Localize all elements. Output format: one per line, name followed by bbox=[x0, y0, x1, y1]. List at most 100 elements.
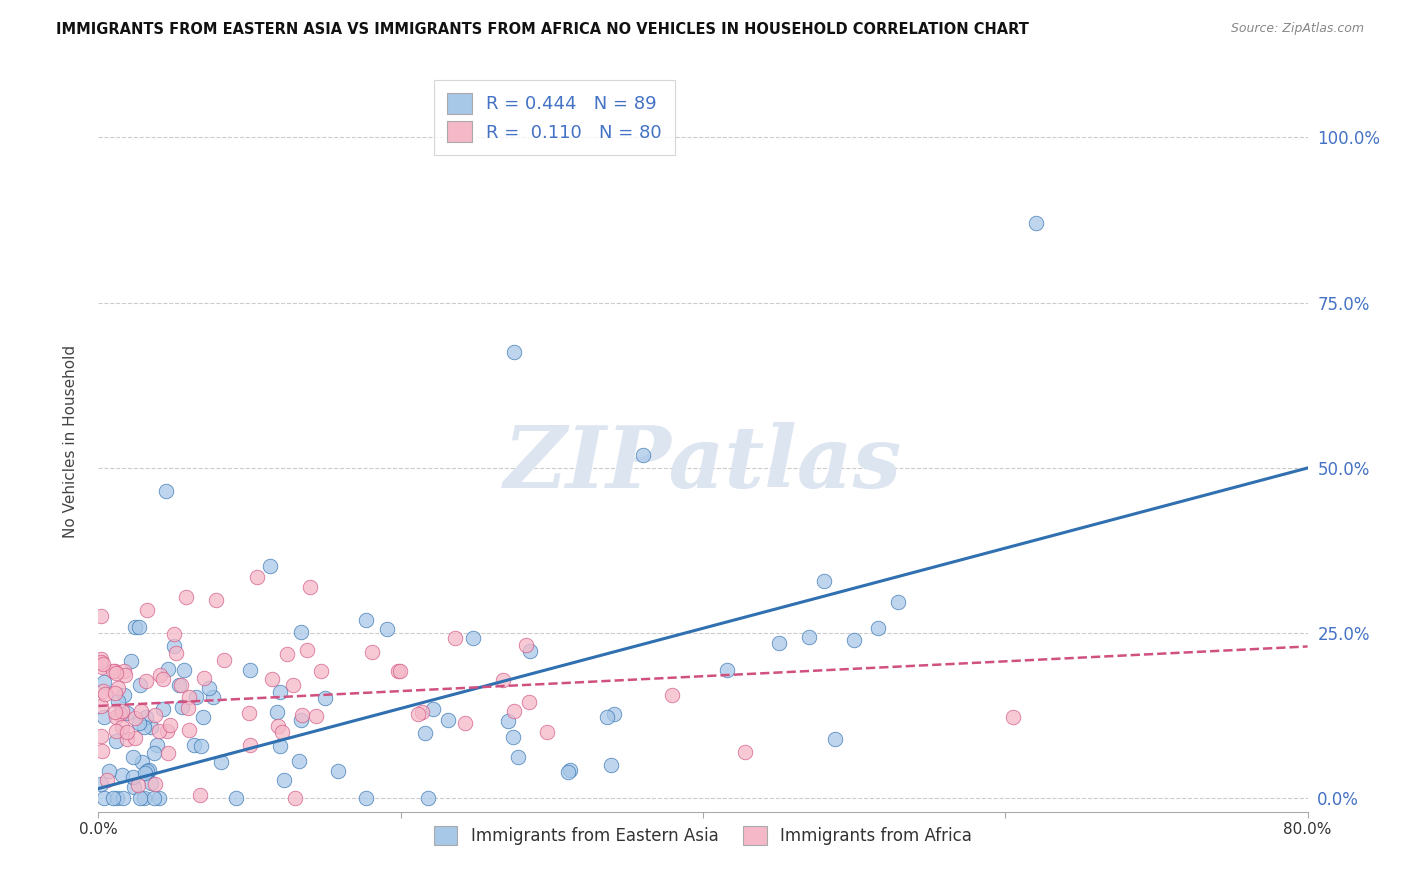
Point bbox=[444, 631, 467, 645]
Point bbox=[121, 749, 143, 764]
Point bbox=[131, 755, 153, 769]
Point bbox=[238, 706, 260, 720]
Point bbox=[198, 681, 221, 695]
Point bbox=[603, 706, 626, 721]
Point bbox=[149, 667, 172, 681]
Point bbox=[139, 776, 162, 790]
Point bbox=[115, 731, 138, 746]
Point bbox=[797, 630, 820, 644]
Point bbox=[311, 664, 333, 678]
Text: ZIPatlas: ZIPatlas bbox=[503, 422, 903, 506]
Point bbox=[270, 725, 292, 739]
Point bbox=[375, 622, 398, 636]
Point bbox=[283, 678, 305, 692]
Point bbox=[560, 763, 582, 777]
Point bbox=[269, 685, 291, 699]
Point bbox=[91, 684, 114, 698]
Point bbox=[290, 624, 312, 639]
Point bbox=[496, 714, 519, 728]
Point bbox=[1024, 216, 1046, 230]
Point bbox=[111, 704, 134, 718]
Point bbox=[519, 643, 541, 657]
Point bbox=[305, 708, 328, 723]
Point bbox=[104, 664, 127, 678]
Point bbox=[328, 764, 350, 778]
Point bbox=[269, 739, 291, 753]
Point bbox=[129, 791, 152, 805]
Point bbox=[135, 710, 157, 724]
Point bbox=[111, 767, 134, 781]
Point bbox=[361, 645, 384, 659]
Point bbox=[134, 766, 156, 780]
Point bbox=[111, 791, 134, 805]
Point bbox=[416, 791, 439, 805]
Point bbox=[156, 723, 179, 738]
Point bbox=[93, 710, 115, 724]
Point bbox=[205, 592, 228, 607]
Point bbox=[128, 620, 150, 634]
Point bbox=[136, 764, 159, 778]
Point bbox=[492, 673, 515, 687]
Point bbox=[105, 791, 128, 805]
Point bbox=[159, 718, 181, 732]
Point bbox=[502, 731, 524, 745]
Point bbox=[887, 595, 910, 609]
Point bbox=[135, 603, 157, 617]
Point bbox=[104, 666, 127, 681]
Point bbox=[239, 738, 262, 752]
Point bbox=[152, 673, 174, 687]
Point bbox=[152, 702, 174, 716]
Point bbox=[297, 643, 319, 657]
Point bbox=[165, 646, 187, 660]
Point bbox=[519, 695, 541, 709]
Point bbox=[148, 791, 170, 805]
Point bbox=[824, 731, 846, 746]
Point bbox=[122, 780, 145, 794]
Point bbox=[844, 632, 866, 647]
Point bbox=[104, 733, 127, 747]
Point bbox=[124, 711, 146, 725]
Point bbox=[387, 664, 409, 678]
Point bbox=[120, 654, 142, 668]
Point bbox=[131, 705, 153, 719]
Point bbox=[90, 777, 112, 791]
Point bbox=[631, 448, 654, 462]
Point bbox=[104, 686, 127, 700]
Point bbox=[284, 791, 307, 805]
Point bbox=[91, 657, 114, 671]
Point bbox=[246, 570, 269, 584]
Point bbox=[156, 662, 179, 676]
Point bbox=[108, 706, 131, 721]
Point bbox=[114, 668, 136, 682]
Point bbox=[515, 638, 537, 652]
Point bbox=[225, 791, 247, 805]
Point bbox=[139, 720, 162, 734]
Point bbox=[143, 746, 166, 760]
Point bbox=[356, 613, 378, 627]
Point bbox=[868, 621, 890, 635]
Text: Source: ZipAtlas.com: Source: ZipAtlas.com bbox=[1230, 22, 1364, 36]
Point bbox=[422, 702, 444, 716]
Point bbox=[389, 664, 412, 678]
Point bbox=[193, 710, 215, 724]
Point bbox=[454, 715, 477, 730]
Point bbox=[122, 770, 145, 784]
Point bbox=[212, 653, 235, 667]
Point bbox=[174, 590, 197, 604]
Point bbox=[599, 757, 621, 772]
Point bbox=[506, 750, 529, 764]
Point bbox=[193, 671, 215, 685]
Point bbox=[413, 725, 436, 739]
Point bbox=[90, 609, 112, 624]
Point bbox=[103, 791, 125, 805]
Point bbox=[267, 718, 290, 732]
Point bbox=[314, 691, 336, 706]
Legend: Immigrants from Eastern Asia, Immigrants from Africa: Immigrants from Eastern Asia, Immigrants… bbox=[425, 816, 981, 855]
Point bbox=[190, 739, 212, 754]
Point bbox=[163, 627, 186, 641]
Point bbox=[813, 574, 835, 588]
Point bbox=[184, 690, 207, 704]
Point bbox=[91, 744, 114, 758]
Point bbox=[406, 707, 429, 722]
Point bbox=[239, 663, 262, 677]
